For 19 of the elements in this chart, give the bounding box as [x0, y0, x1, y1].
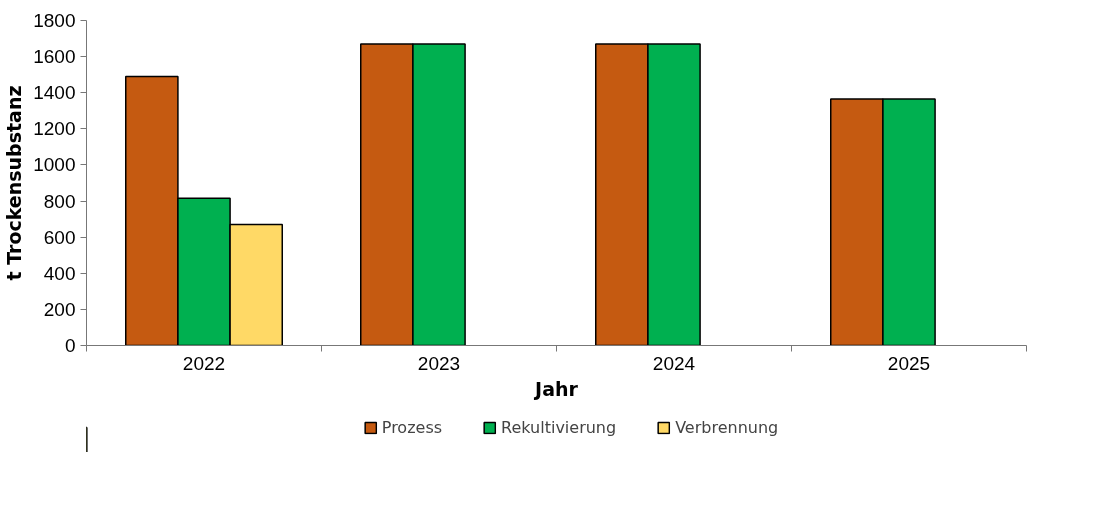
y-tick-label: 600: [43, 226, 76, 248]
y-tick-label: 1200: [33, 118, 76, 140]
y-tick-label: 400: [43, 262, 76, 284]
y-tick-label: 1400: [33, 82, 76, 104]
y-tick-label: 0: [64, 335, 76, 356]
x-tick-label: 2025: [887, 352, 931, 374]
x-tick-label: 2023: [417, 352, 461, 374]
y-tick-label: 1800: [33, 10, 76, 31]
x-tick-label: 2022: [182, 352, 226, 374]
legend-label: Verbrennung: [675, 417, 779, 437]
legend-label: Prozess: [381, 417, 443, 437]
x-axis-title: Jahr: [533, 377, 579, 400]
y-tick-label: 1600: [33, 46, 76, 68]
y-tick-label: 200: [43, 298, 76, 320]
y-tick-label: 1000: [33, 154, 76, 176]
legend-label: Rekultivierung: [501, 417, 617, 437]
y-axis-title: t Trockensubstanz: [3, 85, 26, 281]
x-tick-label: 2024: [652, 352, 696, 374]
y-tick-label: 800: [43, 190, 76, 212]
